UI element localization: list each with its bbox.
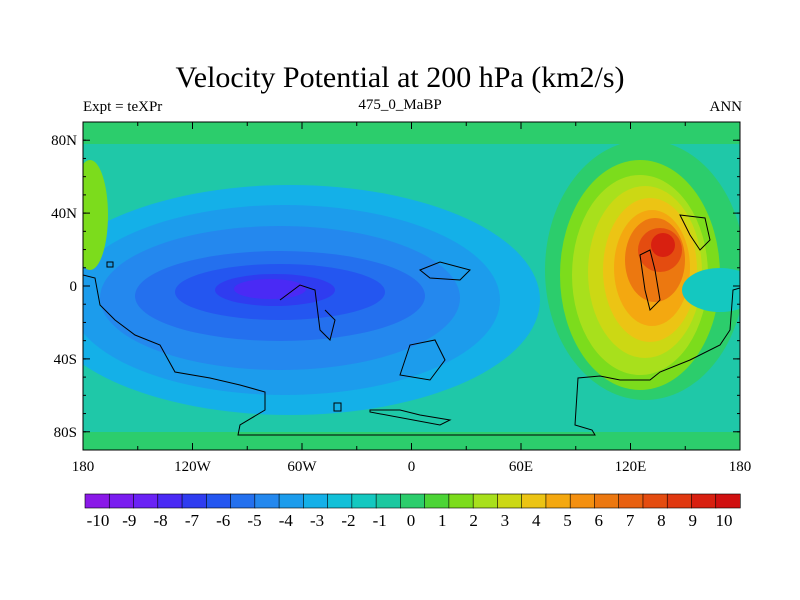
period-label: 475_0_MaBP xyxy=(358,97,442,113)
x-tick-label: 60W xyxy=(287,459,317,475)
colorbar-label: -6 xyxy=(216,511,230,530)
y-tick-label: 80S xyxy=(54,425,77,441)
colorbar-label: 10 xyxy=(716,511,733,530)
colorbar-label: 3 xyxy=(501,511,510,530)
colorbar-swatch xyxy=(205,493,232,509)
colorbar-swatch xyxy=(642,493,668,509)
colorbar-swatch xyxy=(400,493,426,509)
colorbar-swatch xyxy=(108,493,135,509)
colorbar-label: -5 xyxy=(247,511,261,530)
y-tick-label: 40S xyxy=(54,352,77,368)
coastline-central xyxy=(279,284,336,341)
coastline-islet-2 xyxy=(333,402,342,412)
colorbar-label: -3 xyxy=(310,511,324,530)
contour-field xyxy=(83,122,740,450)
colorbar-swatch xyxy=(351,493,377,509)
colorbar-swatch xyxy=(497,493,523,509)
colorbar-swatch xyxy=(254,493,280,509)
coastline-main xyxy=(83,274,740,436)
colorbar-swatch xyxy=(545,493,571,509)
colorbar-swatch xyxy=(594,493,620,509)
colorbar-swatch xyxy=(448,493,474,509)
x-tick-label: 120W xyxy=(174,459,212,475)
x-tick-label: 120E xyxy=(615,459,647,475)
colorbar-label: 0 xyxy=(407,511,416,530)
colorbar-swatch xyxy=(157,493,183,509)
colorbar-swatch xyxy=(133,493,159,509)
coastline-southern-island xyxy=(399,339,446,381)
colorbar-label: 9 xyxy=(688,511,697,530)
colorbar-label: 8 xyxy=(657,511,666,530)
experiment-label: Expt = teXPr xyxy=(83,99,163,115)
map-title: Velocity Potential at 200 hPa (km2/s) xyxy=(175,61,625,94)
season-label: ANN xyxy=(709,99,743,115)
colorbar-label: 1 xyxy=(438,511,447,530)
colorbar-swatch xyxy=(84,493,110,509)
colorbar-swatch xyxy=(521,493,547,509)
colorbar-label: 4 xyxy=(532,511,541,530)
coastline-islet-1 xyxy=(106,261,114,268)
x-tick-label: 60E xyxy=(509,459,533,475)
colorbar-swatch xyxy=(303,493,329,509)
colorbar-swatch xyxy=(230,493,256,509)
colorbar-label: -2 xyxy=(341,511,355,530)
colorbar-swatch xyxy=(691,493,717,509)
coastlines xyxy=(83,214,740,436)
colorbar-swatch xyxy=(424,493,450,509)
colorbar-swatch xyxy=(715,493,741,509)
coastline-north-atlantic xyxy=(419,261,471,281)
coastline-northeast xyxy=(679,214,711,251)
x-tick-label: 180 xyxy=(729,459,752,475)
coastline-south-strip xyxy=(369,409,452,426)
colorbar-swatch xyxy=(375,493,401,509)
colorbar-swatch xyxy=(278,493,304,509)
colorbar-label: 7 xyxy=(626,511,635,530)
colorbar-swatch xyxy=(618,493,644,509)
colorbar-swatch xyxy=(666,493,693,509)
contour-west-edge xyxy=(83,160,108,270)
colorbar-label: -9 xyxy=(122,511,136,530)
colorbar-swatch xyxy=(569,493,596,509)
y-tick-label: 0 xyxy=(70,279,78,295)
south-polar-band xyxy=(83,432,740,450)
colorbar-swatch xyxy=(472,493,499,509)
colorbar-label: -10 xyxy=(87,511,110,530)
colorbar-label: 2 xyxy=(469,511,478,530)
colorbar-label: -8 xyxy=(154,511,168,530)
colorbar-swatch xyxy=(181,493,207,509)
colorbar-label: 6 xyxy=(595,511,604,530)
y-tick-label: 80N xyxy=(51,133,77,149)
colorbar: -10 -9 -8 -7 -6 -5 -4 -3 -2 -1 0 1 2 3 4 5 6 7 8 9 10 xyxy=(84,493,741,530)
coastline-east-peninsula xyxy=(639,249,661,311)
colorbar-label: -4 xyxy=(279,511,294,530)
colorbar-label: 5 xyxy=(563,511,572,530)
colorbar-swatch xyxy=(327,493,353,509)
x-tick-label: 180 xyxy=(72,459,95,475)
contour-east-tongue xyxy=(682,268,740,312)
contour-pos-9 xyxy=(651,233,675,257)
north-polar-band xyxy=(83,122,740,144)
y-tick-label: 40N xyxy=(51,206,77,222)
colorbar-label: -1 xyxy=(373,511,387,530)
y-axis: 80N 40N 0 40S 80S xyxy=(51,121,740,451)
colorbar-label: -7 xyxy=(185,511,200,530)
x-axis: 180 120W 60W 0 60E 120E 180 xyxy=(72,122,752,475)
x-tick-label: 0 xyxy=(408,459,416,475)
